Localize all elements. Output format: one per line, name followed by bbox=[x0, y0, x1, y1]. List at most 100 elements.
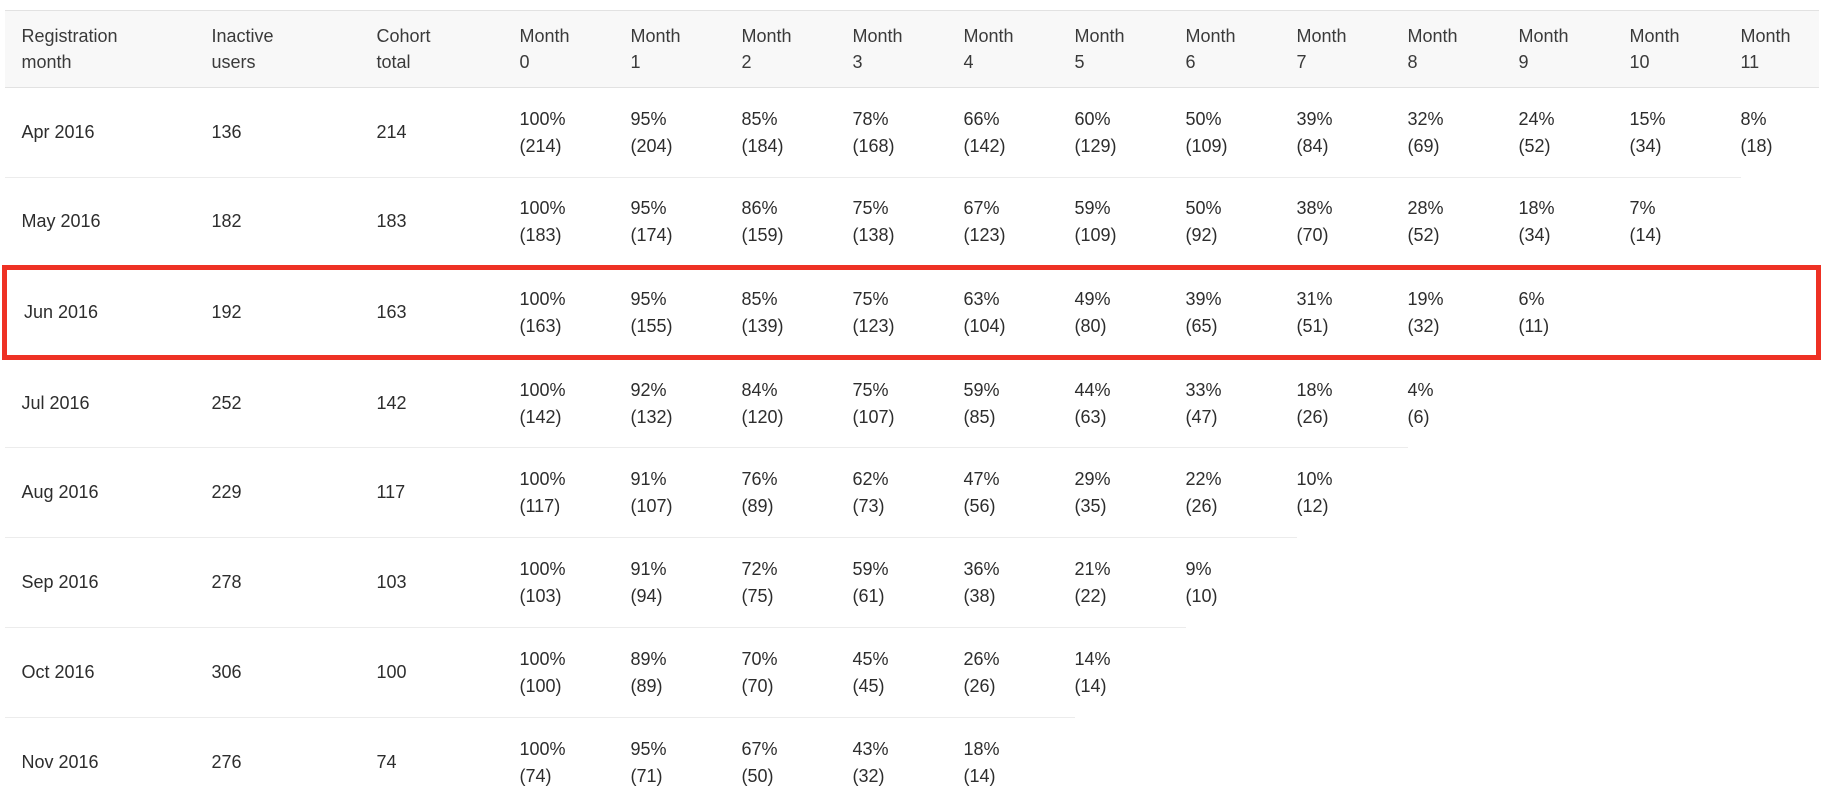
retention-count: (103) bbox=[519, 585, 562, 606]
month-cell-empty bbox=[1741, 538, 1819, 628]
retention-count: (75) bbox=[741, 585, 774, 606]
column-header: Inactive users bbox=[211, 10, 377, 88]
retention-percent: 4% bbox=[1407, 379, 1434, 400]
month-cell-empty bbox=[1740, 265, 1821, 360]
retention-percent: 59% bbox=[852, 558, 889, 579]
month-cell: 10% (12) bbox=[1296, 447, 1408, 538]
registration-month-cell: Nov 2016 bbox=[4, 717, 212, 806]
retention-count: (6) bbox=[1407, 406, 1430, 427]
month-cell: 91% (107) bbox=[630, 447, 742, 538]
registration-month-cell: Jul 2016 bbox=[4, 357, 212, 448]
retention-percent: 95% bbox=[630, 738, 667, 759]
month-cell: 33% (47) bbox=[1185, 357, 1297, 448]
retention-percent: 100% bbox=[519, 197, 566, 218]
month-cell: 100% (117) bbox=[519, 447, 631, 538]
month-cell: 29% (35) bbox=[1074, 447, 1186, 538]
column-header: Cohort total bbox=[376, 10, 520, 88]
retention-count: (45) bbox=[852, 675, 885, 696]
month-cell: 76% (89) bbox=[741, 447, 853, 538]
month-cell: 24% (52) bbox=[1518, 87, 1630, 178]
retention-percent: 100% bbox=[519, 108, 566, 129]
table-body: Apr 2016 136 214 100% (214) 95% (204) 85% (184) 7… bbox=[2, 87, 1821, 806]
retention-percent: 33% bbox=[1185, 379, 1222, 400]
retention-percent: 60% bbox=[1074, 108, 1111, 129]
month-cell: 100% (163) bbox=[519, 265, 631, 360]
month-cell-empty bbox=[1629, 265, 1741, 360]
month-cell-empty bbox=[1519, 538, 1630, 628]
inactive-users-cell: 276 bbox=[211, 717, 377, 806]
retention-percent: 95% bbox=[630, 108, 667, 129]
month-cell: 32% (69) bbox=[1407, 87, 1519, 178]
month-cell: 95% (204) bbox=[630, 87, 742, 178]
retention-percent: 24% bbox=[1518, 108, 1555, 129]
retention-count: (139) bbox=[741, 315, 784, 336]
month-cell-empty bbox=[1408, 448, 1519, 538]
month-cell-empty bbox=[1630, 628, 1741, 718]
retention-count: (47) bbox=[1185, 406, 1218, 427]
retention-count: (32) bbox=[852, 765, 885, 786]
inactive-users-cell: 278 bbox=[211, 537, 377, 628]
month-cell: 85% (139) bbox=[741, 265, 853, 360]
retention-percent: 85% bbox=[741, 288, 778, 309]
retention-count: (155) bbox=[630, 315, 673, 336]
retention-count: (142) bbox=[963, 135, 1006, 156]
month-cell: 84% (120) bbox=[741, 357, 853, 448]
month-cell: 19% (32) bbox=[1407, 265, 1519, 360]
month-cell: 36% (38) bbox=[963, 537, 1075, 628]
month-cell-empty bbox=[1075, 718, 1186, 806]
retention-count: (129) bbox=[1074, 135, 1117, 156]
month-cell-empty bbox=[1186, 628, 1297, 718]
retention-count: (89) bbox=[630, 675, 663, 696]
month-cell: 38% (70) bbox=[1296, 177, 1408, 268]
retention-percent: 85% bbox=[741, 108, 778, 129]
retention-percent: 9% bbox=[1185, 558, 1212, 579]
retention-percent: 47% bbox=[963, 468, 1000, 489]
retention-percent: 62% bbox=[852, 468, 889, 489]
retention-percent: 100% bbox=[519, 738, 566, 759]
retention-percent: 59% bbox=[1074, 197, 1111, 218]
retention-percent: 45% bbox=[852, 648, 889, 669]
column-header: Month 3 bbox=[852, 10, 964, 88]
column-header: Month 10 bbox=[1629, 10, 1741, 88]
month-cell: 6% (11) bbox=[1518, 265, 1630, 360]
retention-count: (109) bbox=[1074, 224, 1117, 245]
month-cell: 21% (22) bbox=[1074, 537, 1186, 628]
column-header: Month 4 bbox=[963, 10, 1075, 88]
table-row: May 2016 182 183 100% (183) 95% (174) 86% (159) 7… bbox=[4, 177, 1819, 268]
retention-percent: 39% bbox=[1296, 108, 1333, 129]
column-header: Month 0 bbox=[519, 10, 631, 88]
registration-month-cell: Oct 2016 bbox=[4, 627, 212, 718]
retention-percent: 44% bbox=[1074, 379, 1111, 400]
month-cell-empty bbox=[1297, 538, 1408, 628]
retention-percent: 95% bbox=[630, 197, 667, 218]
month-cell: 14% (14) bbox=[1074, 627, 1186, 718]
table-row: Apr 2016 136 214 100% (214) 95% (204) 85% (184) 7… bbox=[4, 87, 1819, 178]
retention-count: (11) bbox=[1518, 315, 1550, 336]
retention-percent: 70% bbox=[741, 648, 778, 669]
month-cell: 15% (34) bbox=[1629, 87, 1741, 178]
month-cell-empty bbox=[1741, 448, 1819, 538]
month-cell-empty bbox=[1630, 448, 1741, 538]
month-cell: 59% (61) bbox=[852, 537, 964, 628]
retention-count: (123) bbox=[852, 315, 895, 336]
month-cell-empty bbox=[1519, 358, 1630, 448]
registration-month-cell: Sep 2016 bbox=[4, 537, 212, 628]
retention-count: (109) bbox=[1185, 135, 1228, 156]
cohort-total-cell: 214 bbox=[376, 87, 520, 178]
retention-count: (74) bbox=[519, 765, 552, 786]
registration-month-cell: May 2016 bbox=[4, 177, 212, 268]
retention-percent: 100% bbox=[519, 468, 566, 489]
retention-percent: 22% bbox=[1185, 468, 1222, 489]
month-cell-empty bbox=[1630, 718, 1741, 806]
retention-count: (56) bbox=[963, 495, 996, 516]
month-cell-empty bbox=[1741, 718, 1819, 806]
retention-count: (14) bbox=[1074, 675, 1107, 696]
retention-percent: 50% bbox=[1185, 197, 1222, 218]
retention-percent: 18% bbox=[1296, 379, 1333, 400]
retention-percent: 36% bbox=[963, 558, 1000, 579]
cohort-retention-table: Registration month Inactive users Cohort t… bbox=[2, 10, 1821, 806]
month-cell: 95% (155) bbox=[630, 265, 742, 360]
table-row: Nov 2016 276 74 100% (74) 95% (71) 67% (50) 43% (3… bbox=[4, 717, 1819, 806]
retention-percent: 92% bbox=[630, 379, 667, 400]
retention-percent: 49% bbox=[1074, 288, 1111, 309]
